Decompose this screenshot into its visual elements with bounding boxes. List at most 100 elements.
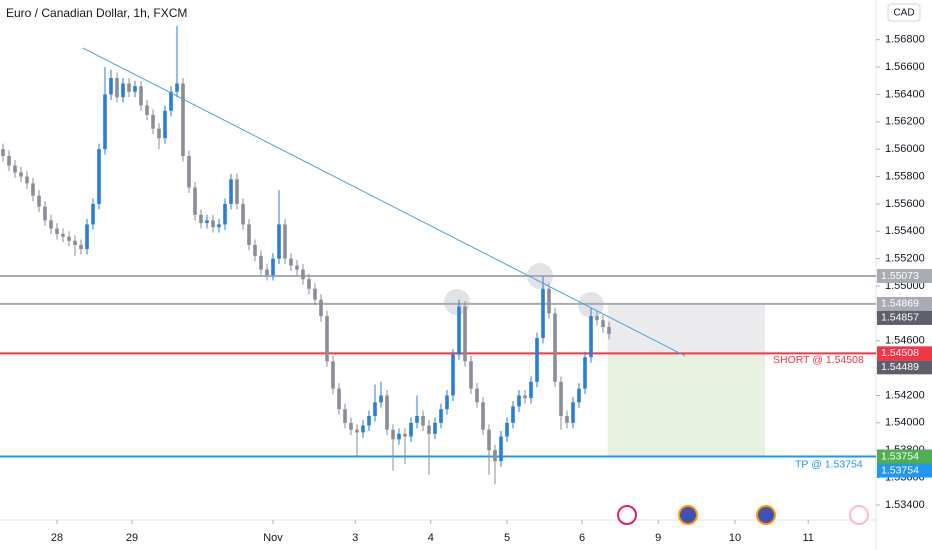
y-tick-label: 1.55200 — [885, 253, 925, 265]
candle-body — [103, 94, 107, 150]
price-tag — [877, 449, 932, 464]
target-zone — [607, 353, 765, 457]
y-tick-label: 1.53400 — [885, 499, 925, 511]
price-tag-label: 1.54508 — [881, 347, 919, 359]
candle-body — [349, 422, 353, 430]
candle-body — [331, 361, 335, 389]
candle-body — [565, 416, 569, 423]
candle-body — [475, 388, 479, 403]
event-icons — [617, 505, 869, 525]
candle-body — [469, 361, 473, 389]
y-tick-label: 1.55600 — [885, 198, 925, 210]
candle-body — [385, 395, 389, 430]
candle-body — [535, 338, 539, 382]
candle-body — [577, 388, 581, 403]
event-icon — [756, 505, 776, 525]
candle-body — [421, 416, 425, 426]
candle-body — [67, 236, 71, 241]
currency-label: CAD — [893, 8, 914, 19]
price-tag — [877, 360, 932, 375]
price-tag-label: 1.55073 — [881, 270, 919, 282]
candle-body — [265, 269, 269, 276]
y-tick-label: 1.55800 — [885, 170, 925, 182]
candle-body — [97, 149, 101, 204]
candle-body — [115, 78, 119, 98]
candle-body — [295, 265, 299, 270]
candle-body — [589, 316, 593, 358]
candle-body — [511, 406, 515, 423]
price-tag-label: 1.53754 — [881, 464, 919, 476]
candle-body — [379, 395, 383, 403]
candle-body — [1, 149, 5, 156]
y-tick-label: 1.56000 — [885, 143, 925, 155]
candle-body — [451, 354, 455, 396]
candle-body — [559, 381, 563, 416]
candle-body — [319, 299, 323, 317]
trendline — [82, 47, 686, 357]
x-tick-label: 9 — [655, 532, 661, 544]
candle-body — [55, 228, 59, 234]
candle-body — [607, 327, 611, 334]
y-tick-label: 1.56800 — [885, 34, 925, 46]
candle-body — [259, 255, 263, 270]
y-tick-label: 1.56200 — [885, 116, 925, 128]
candle-body — [307, 279, 311, 289]
candle-body — [187, 156, 191, 188]
candle-body — [457, 306, 461, 355]
x-tick-label: 6 — [579, 532, 585, 544]
candle-body — [73, 240, 77, 245]
event-icon — [617, 505, 637, 525]
price-tag — [877, 269, 932, 284]
candle-body — [241, 203, 245, 225]
y-tick-label: 1.56600 — [885, 61, 925, 73]
candle-body — [373, 402, 377, 416]
candle-body — [583, 357, 587, 389]
candle-body — [61, 234, 65, 237]
candle-body — [289, 258, 293, 266]
candle-body — [127, 83, 131, 92]
candle-body — [253, 244, 257, 256]
event-icon — [849, 505, 869, 525]
candle-body — [367, 416, 371, 426]
candle-body — [499, 436, 503, 462]
x-tick-label: 11 — [802, 532, 813, 544]
candle-body — [553, 313, 557, 382]
candle-body — [301, 269, 305, 280]
candle-body — [433, 422, 437, 434]
candle-body — [571, 402, 575, 423]
candle-body — [31, 183, 35, 196]
price-tag — [877, 463, 932, 478]
candle-body — [169, 91, 173, 111]
price-tag — [877, 310, 932, 325]
candle-body — [229, 179, 233, 204]
x-tick-label: Nov — [263, 532, 283, 544]
candle-body — [19, 172, 23, 177]
y-tick-label: 1.56400 — [885, 88, 925, 100]
candle-body — [79, 244, 83, 250]
x-tick-label: 28 — [51, 532, 63, 544]
candle-body — [151, 114, 155, 129]
candle-body — [463, 306, 467, 362]
candle-body — [139, 86, 143, 106]
y-tick-label: 1.54000 — [885, 417, 925, 429]
y-tick-label: 1.55400 — [885, 225, 925, 237]
short-label: SHORT @ 1.54508 — [773, 354, 864, 366]
candle-body — [427, 425, 431, 434]
candle-body — [391, 429, 395, 440]
candle-body — [13, 165, 17, 173]
candle-body — [313, 288, 317, 300]
stop-zone — [607, 303, 765, 354]
candle-body — [133, 86, 137, 92]
candle-body — [109, 78, 113, 95]
candle-body — [217, 224, 221, 228]
candle-body — [91, 203, 95, 225]
price-tag — [877, 296, 932, 311]
candle-body — [439, 409, 443, 423]
candle-body — [235, 179, 239, 204]
candle-body — [205, 220, 209, 224]
candle-body — [271, 258, 275, 276]
candle-body — [403, 433, 407, 437]
candle-body — [85, 224, 89, 250]
candle-body — [283, 224, 287, 259]
